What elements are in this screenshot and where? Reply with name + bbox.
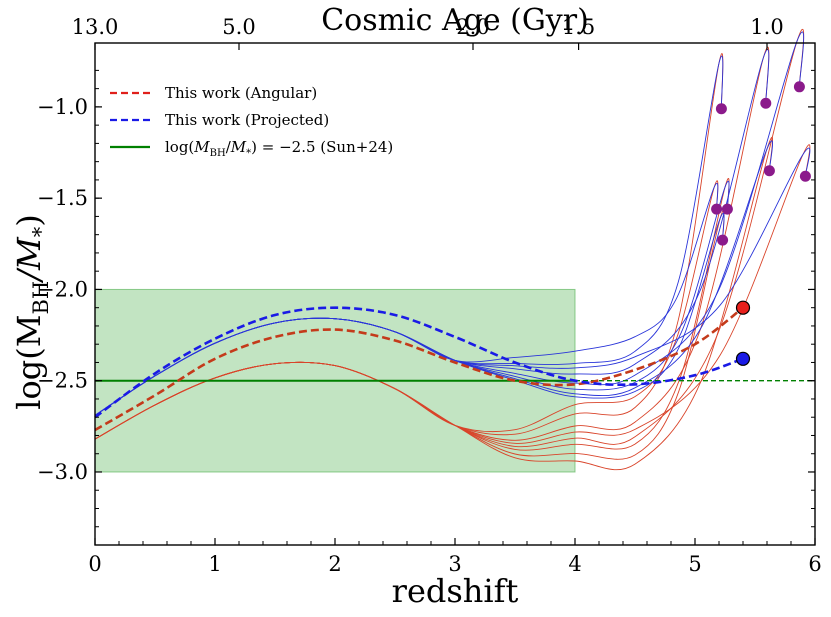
y-tick-label-4: −1.0 [37, 95, 88, 119]
x-tick-label-0: 0 [88, 552, 101, 576]
purple-point-5 [717, 234, 729, 246]
projected-endpoint [735, 351, 751, 366]
top-tick-label-0: 13.0 [72, 15, 119, 39]
y-tick-label-2: −2.0 [37, 277, 88, 301]
thin-blue-curve-7 [94, 147, 811, 416]
thin-red-curves [94, 29, 811, 471]
x-tick-label-3: 3 [448, 552, 461, 576]
top-tick-label-3: 1.5 [562, 15, 595, 39]
x-tick-label-6: 6 [808, 552, 821, 576]
angular-endpoint [735, 300, 751, 315]
x-tick-label-4: 4 [568, 552, 581, 576]
purple-point-0 [715, 103, 727, 115]
thin-red-curve-7 [94, 144, 811, 444]
y-tick-label-1: −2.5 [37, 369, 88, 393]
purple-point-4 [721, 203, 733, 215]
y-tick-label-0: −3.0 [37, 460, 88, 484]
series-line-0 [94, 306, 744, 432]
legend-label-sun24: log(MBH/M*) = −2.5 (Sun+24) [165, 138, 393, 159]
series-line-1 [94, 306, 744, 419]
purple-point-6 [763, 165, 775, 177]
x-axis-title: redshift [392, 572, 519, 610]
purple-point-3 [711, 203, 723, 215]
x-tick-label-2: 2 [328, 552, 341, 576]
purple-point-2 [793, 81, 805, 93]
top-tick-label-4: 1.0 [750, 15, 783, 39]
x-tick-label-1: 1 [208, 552, 221, 576]
legend-label-angular: This work (Angular) [165, 84, 317, 102]
endpoints [735, 300, 751, 366]
purple-point-7 [799, 170, 811, 182]
y-axis-title: log(MBH/M*) [10, 214, 53, 410]
legend-label-projected: This work (Projected) [165, 111, 329, 129]
y-tick-label-3: −1.5 [37, 186, 88, 210]
top-axis-ticks: 13.0 5.0 2.0 1.5 1.0 [72, 15, 784, 50]
main-series [94, 306, 744, 432]
y-axis-ticks: −3.0 −2.5 −2.0 −1.5 −1.0 [37, 69, 815, 528]
top-tick-label-1: 5.0 [222, 15, 255, 39]
x-tick-label-5: 5 [688, 552, 701, 576]
thin-blue-curves [94, 31, 811, 416]
x-axis-ticks: 0 1 2 3 4 5 6 [88, 538, 822, 576]
purple-point-1 [760, 97, 772, 109]
svg-text:log(MBH/M*): log(MBH/M*) [10, 214, 53, 410]
legend: This work (Angular) This work (Projected… [110, 84, 393, 159]
purple-points [711, 81, 811, 246]
top-tick-label-2: 2.0 [456, 15, 489, 39]
top-axis-title: Cosmic Age (Gyr) [321, 3, 589, 38]
